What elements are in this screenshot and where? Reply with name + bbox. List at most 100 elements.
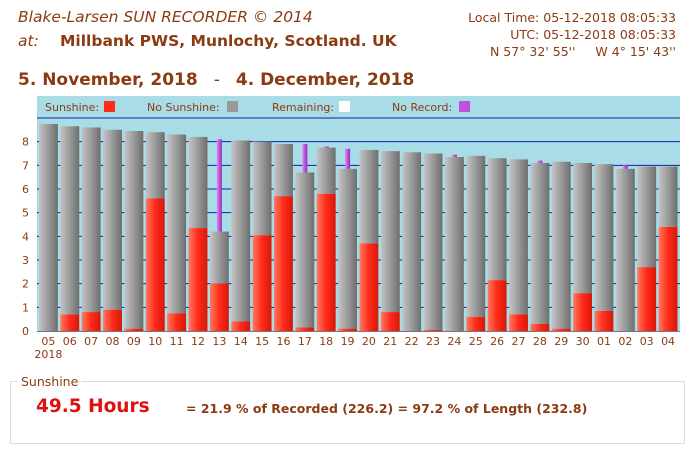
bar-no-record xyxy=(451,154,457,158)
bar-no-sunshine xyxy=(594,164,614,311)
y-tick-label: 8 xyxy=(22,136,29,149)
x-tick-label: 13 xyxy=(212,335,226,348)
bar-no-record xyxy=(216,139,222,232)
x-tick-label: 17 xyxy=(298,335,312,348)
x-tick-label: 24 xyxy=(447,335,461,348)
bar-no-sunshine xyxy=(274,144,293,197)
x-tick-label: 02 xyxy=(618,335,632,348)
station-coordinates: N 57° 32' 55'' W 4° 15' 43'' xyxy=(489,44,676,59)
y-tick-label: 3 xyxy=(22,254,29,267)
station-location: Millbank PWS, Munlochy, Scotland. UK xyxy=(60,32,397,50)
bar-no-sunshine xyxy=(316,147,336,194)
x-tick-label: 01 xyxy=(597,335,611,348)
legend-label-remaining: Remaining: xyxy=(272,101,334,114)
bar-no-sunshine xyxy=(188,136,208,229)
bar-no-record xyxy=(537,160,543,163)
y-tick-label: 7 xyxy=(22,159,29,172)
bar-no-sunshine xyxy=(509,159,528,315)
bar-no-sunshine xyxy=(145,132,165,199)
bar-no-sunshine xyxy=(124,131,144,329)
bar-no-sunshine xyxy=(338,168,357,329)
x-tick-label: 09 xyxy=(127,335,141,348)
bar-sunshine xyxy=(274,196,293,331)
bar-sunshine xyxy=(295,327,315,331)
summary-box xyxy=(10,381,685,444)
bar-no-sunshine xyxy=(573,162,593,294)
bar-sunshine xyxy=(423,329,443,331)
legend-swatch-no-record xyxy=(459,101,470,112)
bar-no-sunshine xyxy=(402,152,422,331)
bar-no-sunshine xyxy=(81,127,101,313)
bar-no-sunshine xyxy=(380,151,400,313)
bar-sunshine xyxy=(145,198,165,331)
x-tick-label: 14 xyxy=(234,335,248,348)
x-tick-label: 19 xyxy=(341,335,355,348)
bar-sunshine xyxy=(60,314,80,331)
x-tick-label: 21 xyxy=(383,335,397,348)
bar-sunshine xyxy=(466,316,486,331)
bar-sunshine xyxy=(573,293,593,331)
bar-no-sunshine xyxy=(167,134,187,314)
bar-sunshine xyxy=(359,243,379,331)
bar-sunshine xyxy=(594,310,614,331)
date-range-end: 4. December, 2018 xyxy=(235,70,415,90)
bar-sunshine xyxy=(658,226,678,331)
bar-sunshine xyxy=(209,283,229,331)
legend-label-no-record: No Record: xyxy=(392,101,452,114)
bar-sunshine xyxy=(252,235,272,331)
y-tick-label: 1 xyxy=(22,301,29,314)
legend-label-sunshine: Sunshine: xyxy=(45,101,99,114)
x-tick-label: 11 xyxy=(170,335,184,348)
bar-no-sunshine xyxy=(487,158,507,281)
date-range: 5. November, 2018-4. December, 2018 xyxy=(18,70,414,90)
date-range-start: 5. November, 2018 xyxy=(18,70,198,90)
bar-no-sunshine xyxy=(615,168,635,331)
x-tick-label: 12 xyxy=(191,335,205,348)
x-tick-label: 20 xyxy=(362,335,376,348)
bar-no-sunshine xyxy=(295,172,315,328)
x-tick-label: 28 xyxy=(533,335,547,348)
y-tick-label: 0 xyxy=(22,325,29,338)
bar-sunshine xyxy=(124,328,144,331)
legend-label-no-sunshine: No Sunshine: xyxy=(147,101,220,114)
sunshine-statistics: = 21.9 % of Recorded (226.2) = 97.2 % of… xyxy=(186,401,588,416)
bar-no-sunshine xyxy=(658,166,678,227)
y-tick-label: 5 xyxy=(22,207,29,220)
plot-background xyxy=(37,118,680,331)
x-tick-label: 15 xyxy=(255,335,269,348)
x-tick-label: 06 xyxy=(63,335,77,348)
chart-legend: Sunshine: No Sunshine: Remaining: No Record… xyxy=(37,96,680,118)
y-tick-label: 2 xyxy=(22,278,29,291)
bar-no-sunshine xyxy=(252,141,272,236)
bar-no-sunshine xyxy=(530,162,550,324)
bar-no-sunshine xyxy=(103,129,122,310)
x-tick-label: 26 xyxy=(490,335,504,348)
legend-swatch-remaining xyxy=(339,101,350,112)
bar-no-sunshine xyxy=(359,149,379,244)
bar-sunshine xyxy=(637,267,657,331)
bar-sunshine xyxy=(167,313,187,331)
utc-time: UTC: 05-12-2018 08:05:33 xyxy=(510,27,676,42)
y-tick-label: 4 xyxy=(22,230,29,243)
bar-no-sunshine xyxy=(551,161,571,329)
bar-sunshine xyxy=(551,328,571,331)
app-title: Blake-Larsen SUN RECORDER © 2014 xyxy=(18,8,313,26)
bar-sunshine xyxy=(103,309,122,331)
x-tick-label: 18 xyxy=(319,335,333,348)
bar-sunshine xyxy=(316,193,336,331)
x-tick-label: 22 xyxy=(405,335,419,348)
bar-sunshine xyxy=(81,312,101,331)
summary-label: Sunshine xyxy=(18,374,82,389)
date-range-separator: - xyxy=(213,70,220,90)
bar-sunshine xyxy=(530,323,550,331)
total-sunshine-hours: 49.5 Hours xyxy=(36,396,150,417)
bar-no-sunshine xyxy=(444,157,464,331)
bar-no-sunshine xyxy=(466,155,486,317)
sunshine-chart: Sunshine: No Sunshine: Remaining: No Record… xyxy=(22,96,680,361)
x-tick-label: 08 xyxy=(106,335,120,348)
bar-no-record xyxy=(323,146,329,148)
legend-background xyxy=(37,96,680,118)
at-label: at: xyxy=(18,32,39,50)
x-tick-label: 30 xyxy=(576,335,590,348)
